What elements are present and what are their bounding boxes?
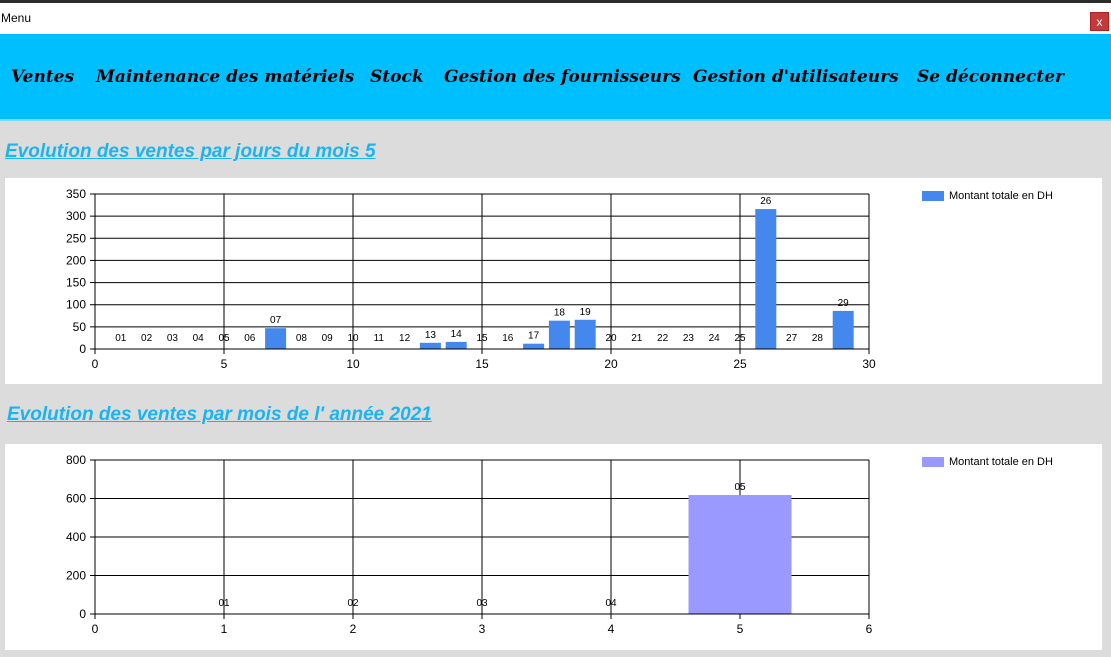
chart2-data-label: 01 <box>218 598 230 609</box>
chart2-xtick-label: 1 <box>221 622 228 636</box>
chart1-bar <box>419 342 441 349</box>
chart1-data-label: 21 <box>631 333 643 344</box>
window-title: Menu <box>1 11 32 25</box>
chart1-panel: 0 50 100 150 200 250 300 350 0 5 10 15 20 25 30 01 02 03 0… <box>5 178 1102 384</box>
chart2-ytick-label: 400 <box>66 530 86 544</box>
menu-item-maintenance[interactable]: Maintenance des matériels <box>96 67 355 87</box>
chart1-data-label: 16 <box>502 333 514 344</box>
top-strip <box>0 0 1111 3</box>
menu-separator <box>0 119 1111 121</box>
chart2-heading: Evolution des ventes par mois de l' anné… <box>7 404 432 425</box>
chart2-xtick-label: 0 <box>92 622 99 636</box>
chart1-data-label: 27 <box>786 333 798 344</box>
chart2-data-label: 02 <box>347 598 359 609</box>
chart1-data-label: 22 <box>657 333 669 344</box>
chart1-heading: Evolution des ventes par jours du mois 5 <box>5 141 376 162</box>
chart1-bar <box>832 310 854 349</box>
chart1-data-label: 25 <box>734 333 746 344</box>
chart1-data-label: 07 <box>270 315 282 326</box>
chart1-ytick-label: 200 <box>66 253 86 267</box>
menu-item-ventes[interactable]: Ventes <box>11 67 75 87</box>
chart1-data-label: 11 <box>374 333 385 344</box>
chart1-data-label: 28 <box>812 333 824 344</box>
chart1-legend-swatch <box>922 191 944 202</box>
chart1-data-label: 02 <box>141 333 153 344</box>
menu-item-stock[interactable]: Stock <box>370 67 424 87</box>
chart1-xtick-label: 25 <box>733 357 747 371</box>
menu-item-fournisseurs[interactable]: Gestion des fournisseurs <box>444 67 681 87</box>
chart1-ytick-label: 150 <box>66 276 86 290</box>
chart1-ytick-label: 250 <box>66 231 86 245</box>
chart1-bar <box>523 343 545 349</box>
chart2-xtick-label: 4 <box>608 622 615 636</box>
chart2-legend: Montant totale en DH <box>922 456 1053 468</box>
chart2-panel: 0 200 400 600 800 0 1 2 3 4 5 6 01 02 03 04 05 Montant t… <box>5 444 1102 650</box>
chart1-data-label: 04 <box>193 333 205 344</box>
chart1-xtick-label: 5 <box>221 357 228 371</box>
title-bar: Menu x <box>0 3 1111 34</box>
chart2-xtick-label: 6 <box>866 622 873 636</box>
chart1-bar <box>574 319 596 349</box>
chart1-ytick-label: 0 <box>79 342 86 356</box>
chart1-data-label: 12 <box>399 333 411 344</box>
chart2-legend-swatch <box>922 457 944 468</box>
chart2-ytick-label: 0 <box>79 607 86 621</box>
chart1-data-label: 19 <box>580 307 592 318</box>
chart1-legend-label: Montant totale en DH <box>949 190 1053 202</box>
chart1-data-label: 20 <box>605 333 617 344</box>
chart1-data-label: 23 <box>683 333 695 344</box>
chart1-data-label: 17 <box>528 331 540 342</box>
chart1-ytick-label: 50 <box>73 320 87 334</box>
chart1-xtick-label: 0 <box>92 357 99 371</box>
chart2-xtick-label: 3 <box>479 622 486 636</box>
chart2-ytick-label: 600 <box>66 492 86 506</box>
chart1-xtick-label: 15 <box>475 357 489 371</box>
chart1-data-label: 09 <box>322 333 334 344</box>
chart1-data-label: 01 <box>115 333 127 344</box>
chart1-data-label: 14 <box>451 329 463 340</box>
chart1-bar <box>265 328 287 349</box>
chart1-xtick-label: 20 <box>604 357 618 371</box>
chart1-data-label: 15 <box>476 333 488 344</box>
chart1-data-label: 06 <box>244 333 256 344</box>
chart2-ytick-label: 800 <box>66 453 86 467</box>
chart1-data-label: 13 <box>425 330 437 341</box>
chart1-legend: Montant totale en DH <box>922 190 1053 202</box>
chart1-data-label: 29 <box>838 298 850 309</box>
chart1-xtick-label: 10 <box>346 357 360 371</box>
chart2-xtick-label: 2 <box>350 622 357 636</box>
chart1-bar <box>548 320 570 349</box>
chart2-data-label: 05 <box>734 482 746 493</box>
chart1-data-label: 05 <box>218 333 230 344</box>
chart2-data-label: 04 <box>605 598 617 609</box>
menu-item-utilisateurs[interactable]: Gestion d'utilisateurs <box>693 67 899 87</box>
chart1-data-label: 18 <box>554 308 566 319</box>
chart1-data-label: 10 <box>347 333 359 344</box>
chart2-xtick-label: 5 <box>737 622 744 636</box>
chart1-xtick-label: 30 <box>862 357 876 371</box>
chart2-bar <box>688 495 792 614</box>
chart1-data-label: 24 <box>709 333 721 344</box>
menu-bar: Ventes Maintenance des matériels Stock G… <box>0 34 1111 119</box>
menu-item-deconnecter[interactable]: Se déconnecter <box>917 67 1064 87</box>
close-button[interactable]: x <box>1090 12 1109 31</box>
chart2-ytick-label: 200 <box>66 569 86 583</box>
chart2-legend-label: Montant totale en DH <box>949 456 1053 468</box>
chart1-bar <box>755 209 777 349</box>
chart1-bar <box>445 341 467 349</box>
chart1-data-label: 08 <box>296 333 308 344</box>
chart1-ytick-label: 350 <box>66 187 86 201</box>
chart1-data-label: 26 <box>760 196 772 207</box>
chart1-data-label: 03 <box>167 333 179 344</box>
chart1-ytick-label: 100 <box>66 298 86 312</box>
chart1-ytick-label: 300 <box>66 209 86 223</box>
chart2-data-label: 03 <box>476 598 488 609</box>
